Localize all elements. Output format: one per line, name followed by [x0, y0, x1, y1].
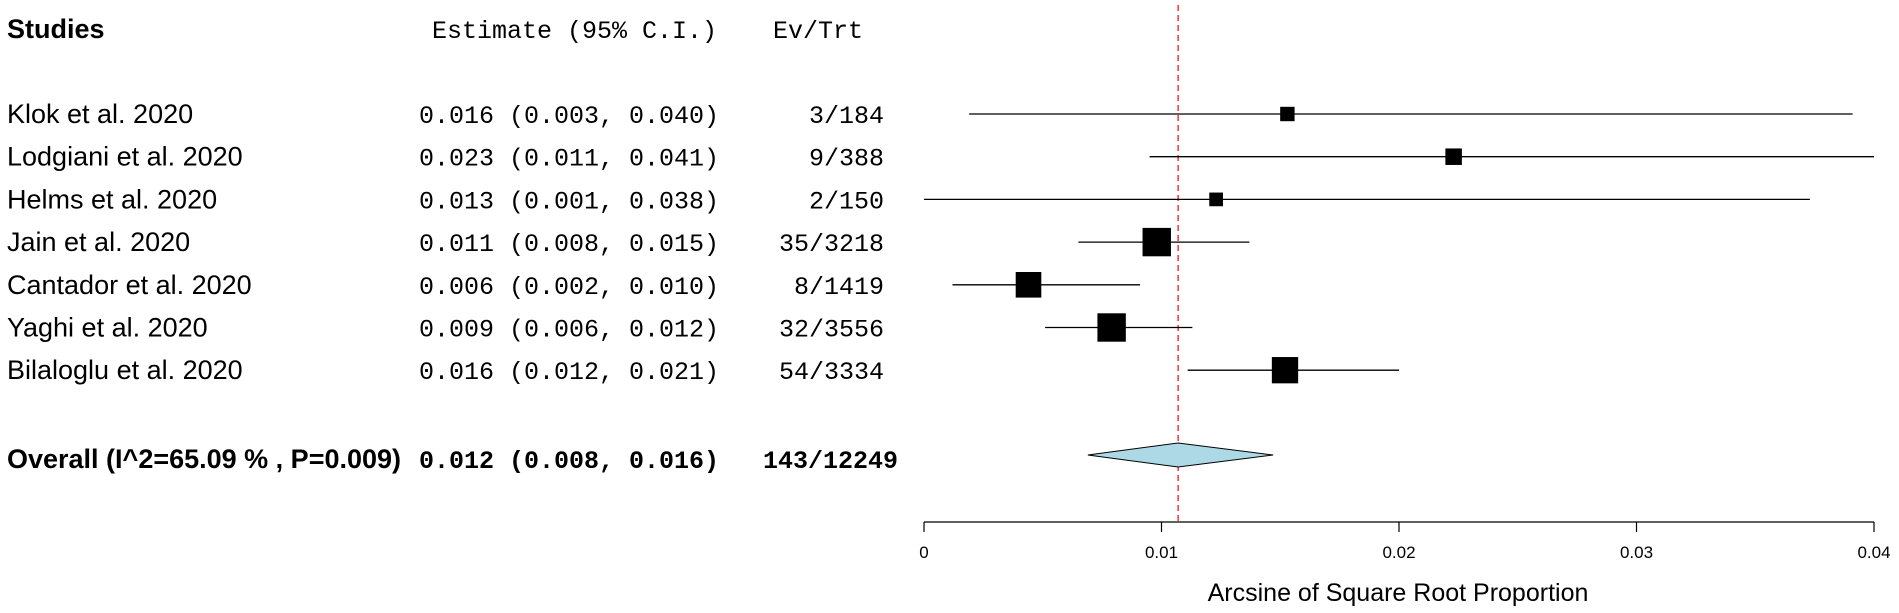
study-estimate: 0.006 (0.002, 0.010) — [419, 273, 719, 302]
study-events: 54/3334 — [779, 358, 884, 387]
study-estimate: 0.013 (0.001, 0.038) — [419, 187, 719, 216]
study-label: Helms et al. 2020 — [7, 184, 217, 214]
point-estimate — [1445, 148, 1462, 165]
study-events: 35/3218 — [779, 230, 884, 259]
study-events: 32/3556 — [779, 316, 884, 345]
study-events: 8/1419 — [794, 273, 884, 302]
study-label: Jain et al. 2020 — [7, 227, 190, 257]
study-events: 2/150 — [809, 187, 884, 216]
x-tick-label: 0.03 — [1620, 543, 1653, 562]
study-estimate: 0.016 (0.003, 0.040) — [419, 102, 719, 131]
overall-events: 143/12249 — [763, 447, 898, 476]
x-tick-label: 0 — [919, 543, 928, 562]
study-label: Bilaloglu et al. 2020 — [7, 355, 243, 385]
header-studies: Studies — [7, 14, 105, 44]
study-label: Lodgiani et al. 2020 — [7, 142, 243, 172]
point-estimate — [1097, 313, 1126, 342]
header-estimate: Estimate (95% C.I.) — [432, 17, 717, 46]
study-events: 9/388 — [809, 145, 884, 174]
study-estimate: 0.023 (0.011, 0.041) — [419, 145, 719, 174]
point-estimate — [1209, 192, 1223, 207]
overall-estimate: 0.012 (0.008, 0.016) — [419, 447, 719, 476]
study-events: 3/184 — [809, 102, 884, 131]
x-axis-title: Arcsine of Square Root Proportion — [1208, 579, 1589, 607]
point-estimate — [1015, 272, 1042, 298]
study-estimate: 0.011 (0.008, 0.015) — [419, 230, 719, 259]
plot-area — [924, 5, 1874, 522]
study-estimate: 0.016 (0.012, 0.021) — [419, 358, 719, 387]
point-estimate — [1271, 357, 1299, 384]
x-tick-label: 0.01 — [1145, 543, 1178, 562]
overall-diamond — [1087, 442, 1274, 468]
study-rows: Klok et al. 2020 0.016 (0.003, 0.040) 3/18… — [7, 99, 884, 387]
study-label: Yaghi et al. 2020 — [7, 313, 208, 343]
x-axis: 0 0.01 0.02 0.03 0.04 — [919, 521, 1891, 562]
header-events: Ev/Trt — [773, 17, 863, 46]
study-label: Cantador et al. 2020 — [7, 270, 252, 300]
point-estimate — [1142, 227, 1171, 257]
study-estimate: 0.009 (0.006, 0.012) — [419, 316, 719, 345]
x-tick-label: 0.04 — [1857, 543, 1890, 562]
overall-label: Overall (I^2=65.09 % , P=0.009) — [7, 444, 401, 474]
x-tick-label: 0.02 — [1382, 543, 1415, 562]
study-label: Klok et al. 2020 — [7, 99, 193, 129]
point-estimate — [1280, 106, 1295, 122]
